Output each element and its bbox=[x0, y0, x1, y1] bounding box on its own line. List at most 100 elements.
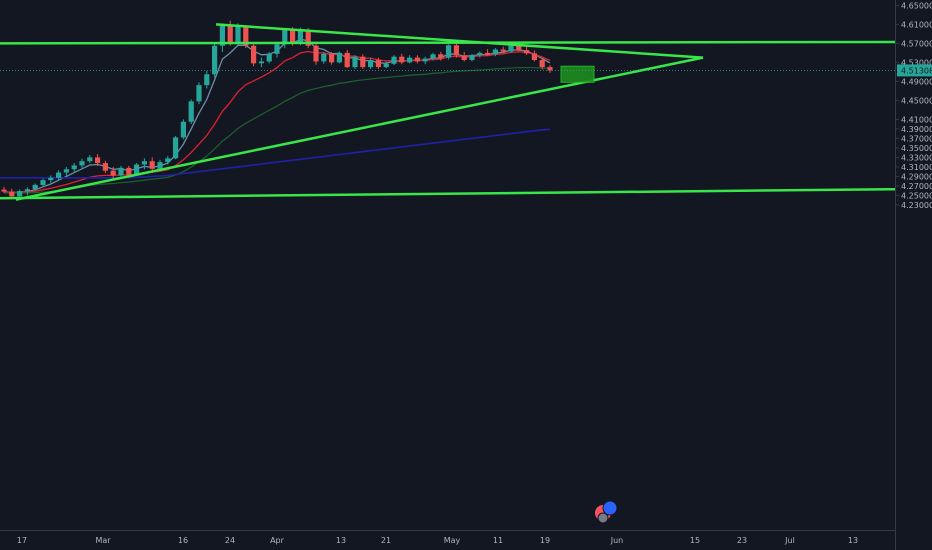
candle-body bbox=[469, 55, 475, 60]
event-markers[interactable] bbox=[595, 500, 618, 524]
candle bbox=[430, 52, 436, 61]
candle bbox=[274, 43, 280, 58]
candle-body bbox=[274, 44, 280, 54]
candle-body bbox=[40, 180, 46, 185]
candle-body bbox=[524, 50, 530, 54]
candle-body bbox=[430, 54, 436, 59]
candle-body bbox=[414, 57, 420, 62]
candle-body bbox=[305, 30, 311, 46]
ma_green-line bbox=[4, 66, 550, 194]
time-tick-label: Jul bbox=[784, 536, 795, 545]
candle bbox=[438, 51, 444, 61]
candle bbox=[508, 44, 514, 53]
candle-body bbox=[344, 52, 350, 68]
candle bbox=[9, 188, 15, 199]
candle-body bbox=[516, 45, 522, 51]
candle bbox=[492, 48, 498, 57]
last-price-label: 4.51308 bbox=[901, 66, 932, 75]
candle-body bbox=[321, 53, 327, 62]
candle bbox=[258, 57, 264, 68]
candle bbox=[477, 51, 483, 58]
time-tick-label: 21 bbox=[381, 536, 391, 545]
candle bbox=[368, 57, 374, 70]
time-tick-label: 11 bbox=[493, 536, 503, 545]
candle bbox=[243, 25, 249, 49]
price-tick-label: 4.61000 bbox=[901, 20, 932, 29]
target-zone-box bbox=[560, 65, 595, 83]
candle bbox=[422, 56, 428, 65]
candle-body bbox=[235, 26, 241, 43]
earnings-marker-icon[interactable] bbox=[602, 500, 618, 516]
candle bbox=[63, 166, 69, 177]
candle-body bbox=[508, 45, 514, 52]
candle-body bbox=[118, 167, 124, 176]
ma_red-line bbox=[3, 50, 551, 194]
candle bbox=[40, 178, 46, 187]
candlesticks bbox=[1, 20, 553, 200]
candle-body bbox=[149, 161, 155, 169]
candle-body bbox=[453, 45, 459, 56]
price-axis: 4.65000 4.61000 4.57000 4.53000 4.49000 4.450… bbox=[895, 1, 932, 210]
descending-trendline bbox=[215, 23, 704, 59]
candle-body bbox=[48, 177, 54, 181]
candle bbox=[141, 158, 147, 170]
candle-body bbox=[422, 58, 428, 62]
price-tick-label: 4.25000 bbox=[901, 191, 932, 200]
candle-body bbox=[180, 121, 186, 138]
time-tick-label: Mar bbox=[95, 536, 111, 545]
ascending-trendline bbox=[15, 56, 704, 201]
candle-body bbox=[438, 54, 444, 58]
candle bbox=[485, 49, 491, 56]
candle-body bbox=[251, 45, 257, 64]
price-tick-label: 4.45000 bbox=[901, 96, 932, 105]
candle bbox=[165, 155, 171, 165]
candle bbox=[204, 70, 210, 89]
candle-body bbox=[204, 74, 210, 86]
candle-body bbox=[134, 164, 140, 175]
candle-body bbox=[391, 56, 397, 64]
candle bbox=[524, 45, 530, 55]
candle bbox=[336, 51, 342, 64]
candle-body bbox=[165, 158, 171, 163]
candle bbox=[469, 53, 475, 62]
candle-body bbox=[110, 170, 116, 176]
time-tick-label: 13 bbox=[336, 536, 346, 545]
candle-body bbox=[266, 53, 272, 62]
candle-body bbox=[17, 191, 23, 197]
candle-body bbox=[87, 157, 93, 162]
candle-body bbox=[102, 163, 108, 171]
candle-body bbox=[352, 56, 358, 68]
candle bbox=[56, 170, 62, 180]
candle-body bbox=[446, 45, 452, 58]
candle-body bbox=[547, 67, 553, 71]
candle bbox=[391, 55, 397, 66]
time-tick-label: Apr bbox=[270, 536, 285, 545]
candle bbox=[95, 154, 101, 166]
time-tick-label: 24 bbox=[225, 536, 235, 545]
price-tick-label: 4.35000 bbox=[901, 144, 932, 153]
split-marker-icon[interactable] bbox=[597, 512, 609, 524]
candle bbox=[196, 82, 202, 105]
candle bbox=[352, 55, 358, 70]
candle bbox=[383, 61, 389, 69]
price-tick-label: 4.39000 bbox=[901, 125, 932, 134]
candle bbox=[407, 55, 413, 64]
candle bbox=[180, 119, 186, 140]
time-tick-label: 16 bbox=[178, 536, 188, 545]
candle bbox=[188, 99, 194, 125]
price-tick-label: 4.23000 bbox=[901, 201, 932, 210]
candle-body bbox=[243, 26, 249, 46]
candle bbox=[539, 58, 545, 70]
candle-body bbox=[79, 161, 85, 166]
candle bbox=[212, 42, 218, 78]
candle bbox=[461, 51, 467, 62]
time-axis: 17 Mar 16 24 Apr 13 21 May 11 19 Jun 15 23 Jul 13 bbox=[17, 536, 858, 545]
ma_blue-line bbox=[4, 128, 551, 179]
candle-body bbox=[539, 60, 545, 68]
candle-body bbox=[360, 56, 366, 68]
moving-averages bbox=[0, 38, 551, 194]
candle-body bbox=[290, 30, 296, 44]
candle-body bbox=[188, 101, 194, 122]
candle-body bbox=[32, 184, 38, 190]
